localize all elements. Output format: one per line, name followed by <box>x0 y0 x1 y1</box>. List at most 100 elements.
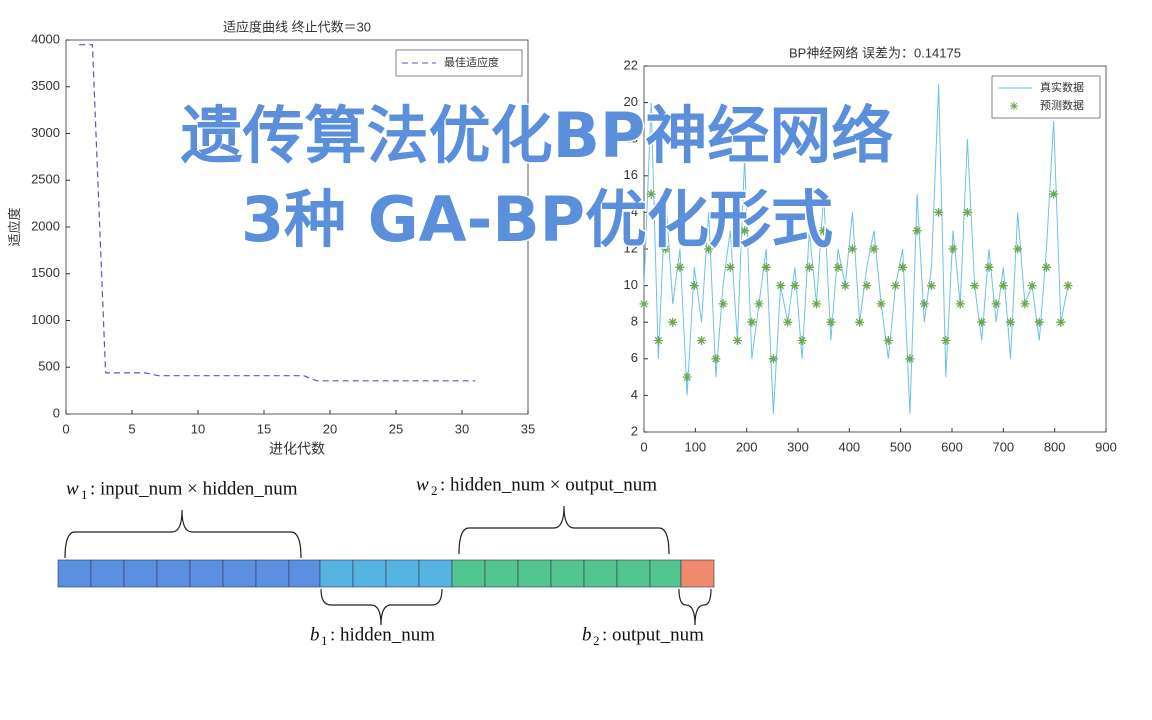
x-tick-label: 20 <box>323 421 337 436</box>
data-point <box>704 244 714 254</box>
data-point <box>761 262 771 272</box>
w2-cell <box>517 559 552 588</box>
data-point <box>926 281 936 291</box>
data-point <box>898 262 908 272</box>
data-point <box>876 299 886 309</box>
label: : hidden_num <box>330 624 435 645</box>
data-point <box>639 299 649 309</box>
y-tick-label: 14 <box>624 204 638 219</box>
y-tick-label: 1000 <box>31 312 60 327</box>
y-tick-label: 22 <box>624 57 638 72</box>
data-point <box>668 317 678 327</box>
y-tick-label: 2500 <box>31 172 60 187</box>
y-tick-label: 2 <box>631 423 638 438</box>
chart-title: 适应度曲线 终止代数＝30 <box>223 19 371 34</box>
data-point <box>998 281 1008 291</box>
x-tick-label: 10 <box>191 421 205 436</box>
w2-cell <box>550 559 585 588</box>
y-tick-label: 4 <box>631 387 638 402</box>
data-point <box>783 317 793 327</box>
data-line <box>79 44 476 382</box>
y-tick-label: 3000 <box>31 125 60 140</box>
data-point <box>941 336 951 345</box>
data-point <box>855 317 865 327</box>
charts: 适应度曲线 终止代数＝300 5 10 15 20 25 30 350500100015002… <box>7 19 1117 456</box>
data-point <box>689 281 699 291</box>
data-point <box>955 299 965 309</box>
x-tick-label: 200 <box>736 439 758 454</box>
legend-label: 最佳适应度 <box>444 55 499 69</box>
y-tick-label: 16 <box>624 167 638 182</box>
data-point <box>826 317 836 327</box>
data-point <box>905 354 915 364</box>
data-point <box>984 262 994 272</box>
data-point <box>869 244 879 254</box>
w2-cell <box>451 559 486 588</box>
data-point <box>768 354 778 364</box>
data-point <box>696 336 706 345</box>
y-tick-label: 4000 <box>31 31 60 46</box>
data-point <box>754 299 764 309</box>
symbol: b <box>310 624 320 645</box>
y-tick-label: 1500 <box>31 265 60 280</box>
y-tick-label: 3500 <box>31 78 60 93</box>
subscript: 2 <box>593 633 600 648</box>
blocks <box>57 559 715 588</box>
subscript: 1 <box>321 633 328 648</box>
y-tick-label: 2000 <box>31 218 60 233</box>
symbol: w <box>66 478 79 499</box>
overlay-subtitle: 3种 GA-BP优化形式 <box>241 183 833 256</box>
data-point <box>675 262 685 272</box>
chart: BP神经网络 误差为：0.14175 0 100 200 300 400 500 600 700… <box>624 45 1117 454</box>
label: : hidden_num × output_num <box>440 474 657 495</box>
w2-cell <box>649 559 682 588</box>
x-axis-label: 进化代数 <box>269 441 325 457</box>
b1-cell <box>385 559 420 588</box>
data-point <box>862 281 872 291</box>
b1-cell <box>352 559 387 588</box>
w2-cell <box>616 559 651 588</box>
data-point <box>804 262 814 272</box>
data-point <box>962 207 972 217</box>
data-point <box>646 189 656 199</box>
data-point <box>725 262 735 272</box>
y-tick-label: 12 <box>624 240 638 255</box>
legend-box <box>991 75 1101 119</box>
legend-marker <box>1010 102 1018 110</box>
w1-cell <box>222 559 257 588</box>
data-point <box>1049 189 1059 199</box>
b1-cell <box>418 559 453 588</box>
data-point <box>883 336 893 345</box>
x-tick-label: 15 <box>257 421 271 436</box>
y-tick-label: 20 <box>624 94 638 109</box>
data-point <box>790 281 800 291</box>
data-point <box>811 299 821 309</box>
data-point <box>1034 317 1044 327</box>
data-point <box>934 207 944 217</box>
x-tick-label: 800 <box>1044 439 1066 454</box>
data-point <box>1056 317 1066 327</box>
legend-label: 预测数据 <box>1040 98 1084 112</box>
data-point <box>912 226 922 236</box>
overlay-title: 遗传算法优化BP神经网络 <box>181 99 894 172</box>
data-point <box>970 281 980 291</box>
chart: 适应度曲线 终止代数＝30 0 5 10 15 20 25 30 35 0 500 1000 1500 2… <box>7 19 535 456</box>
subscript: 1 <box>81 487 88 502</box>
x-tick-label: 0 <box>640 439 647 454</box>
data-point <box>840 281 850 291</box>
data-point <box>653 336 663 345</box>
data-point <box>1027 281 1037 291</box>
x-tick-label: 35 <box>521 421 535 436</box>
data-point <box>776 281 786 291</box>
data-line <box>643 84 1069 414</box>
data-point <box>833 262 843 272</box>
x-tick-label: 100 <box>684 439 706 454</box>
data-point <box>891 281 901 291</box>
label: : input_num × hidden_num <box>90 478 298 499</box>
plot-area <box>65 39 529 415</box>
brace <box>64 509 302 559</box>
x-tick-label: 400 <box>838 439 860 454</box>
data-point <box>718 299 728 309</box>
data-point <box>797 336 807 345</box>
